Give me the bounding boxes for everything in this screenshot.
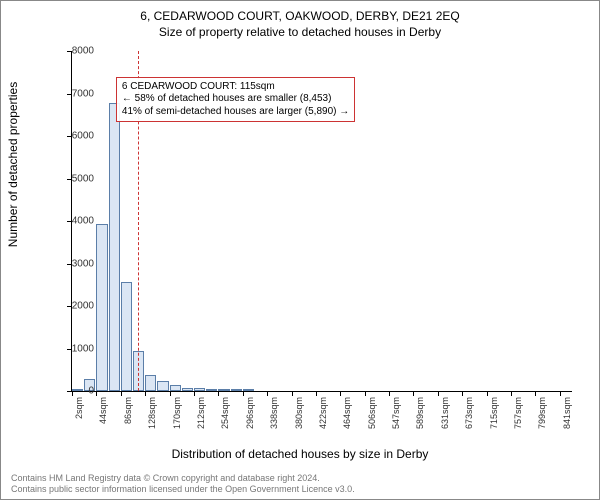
xtick-mark (560, 391, 561, 396)
histogram-bar (231, 389, 242, 391)
xtick-mark (511, 391, 512, 396)
xtick-label: 841sqm (562, 397, 572, 437)
footer-line2: Contains public sector information licen… (11, 484, 589, 495)
xtick-label: 631sqm (440, 397, 450, 437)
xtick-label: 44sqm (98, 397, 108, 437)
xtick-mark (96, 391, 97, 396)
ytick-label: 0 (54, 386, 94, 397)
xtick-label: 757sqm (513, 397, 523, 437)
ytick-label: 2000 (54, 301, 94, 312)
xtick-mark (438, 391, 439, 396)
chart-subtitle: Size of property relative to detached ho… (1, 23, 599, 39)
x-axis-label: Distribution of detached houses by size … (1, 447, 599, 461)
xtick-label: 380sqm (294, 397, 304, 437)
ytick-label: 3000 (54, 258, 94, 269)
xtick-label: 296sqm (245, 397, 255, 437)
xtick-mark (462, 391, 463, 396)
xtick-label: 715sqm (489, 397, 499, 437)
xtick-label: 2sqm (74, 397, 84, 437)
y-axis-label: Number of detached properties (6, 82, 20, 247)
xtick-label: 673sqm (464, 397, 474, 437)
xtick-mark (243, 391, 244, 396)
histogram-bar (206, 389, 217, 391)
xtick-mark (170, 391, 171, 396)
histogram-bar (157, 381, 168, 391)
histogram-bar (182, 388, 193, 391)
footer-line1: Contains HM Land Registry data © Crown c… (11, 473, 589, 484)
xtick-mark (267, 391, 268, 396)
footer: Contains HM Land Registry data © Crown c… (11, 473, 589, 495)
xtick-label: 254sqm (220, 397, 230, 437)
xtick-label: 338sqm (269, 397, 279, 437)
xtick-mark (194, 391, 195, 396)
xtick-mark (218, 391, 219, 396)
annotation-box: 6 CEDARWOOD COURT: 115sqm← 58% of detach… (116, 77, 355, 123)
xtick-mark (121, 391, 122, 396)
xtick-mark (340, 391, 341, 396)
ytick-label: 6000 (54, 131, 94, 142)
ytick-label: 4000 (54, 216, 94, 227)
histogram-bar (145, 375, 156, 391)
ytick-label: 5000 (54, 173, 94, 184)
histogram-bar (96, 224, 107, 391)
histogram-bar (121, 282, 132, 391)
xtick-label: 128sqm (147, 397, 157, 437)
histogram-bar (109, 103, 120, 391)
xtick-mark (535, 391, 536, 396)
xtick-label: 422sqm (318, 397, 328, 437)
histogram-bar (243, 389, 254, 391)
ytick-label: 8000 (54, 46, 94, 57)
xtick-label: 464sqm (342, 397, 352, 437)
histogram-bar (194, 388, 205, 391)
xtick-label: 589sqm (415, 397, 425, 437)
xtick-label: 506sqm (367, 397, 377, 437)
xtick-mark (365, 391, 366, 396)
xtick-mark (413, 391, 414, 396)
xtick-mark (145, 391, 146, 396)
histogram-bar (170, 385, 181, 391)
xtick-mark (389, 391, 390, 396)
chart-container: 6, CEDARWOOD COURT, OAKWOOD, DERBY, DE21… (0, 0, 600, 500)
annotation-line: ← 58% of detached houses are smaller (8,… (122, 93, 349, 106)
ytick-label: 7000 (54, 88, 94, 99)
xtick-label: 212sqm (196, 397, 206, 437)
xtick-label: 170sqm (172, 397, 182, 437)
chart-title: 6, CEDARWOOD COURT, OAKWOOD, DERBY, DE21… (1, 1, 599, 23)
annotation-line: 6 CEDARWOOD COURT: 115sqm (122, 81, 349, 94)
xtick-mark (316, 391, 317, 396)
xtick-label: 547sqm (391, 397, 401, 437)
plot-area: 6 CEDARWOOD COURT: 115sqm← 58% of detach… (71, 51, 572, 392)
ytick-label: 1000 (54, 343, 94, 354)
xtick-label: 799sqm (537, 397, 547, 437)
histogram-bar (218, 389, 229, 391)
xtick-mark (292, 391, 293, 396)
xtick-label: 86sqm (123, 397, 133, 437)
annotation-line: 41% of semi-detached houses are larger (… (122, 106, 349, 119)
xtick-mark (487, 391, 488, 396)
